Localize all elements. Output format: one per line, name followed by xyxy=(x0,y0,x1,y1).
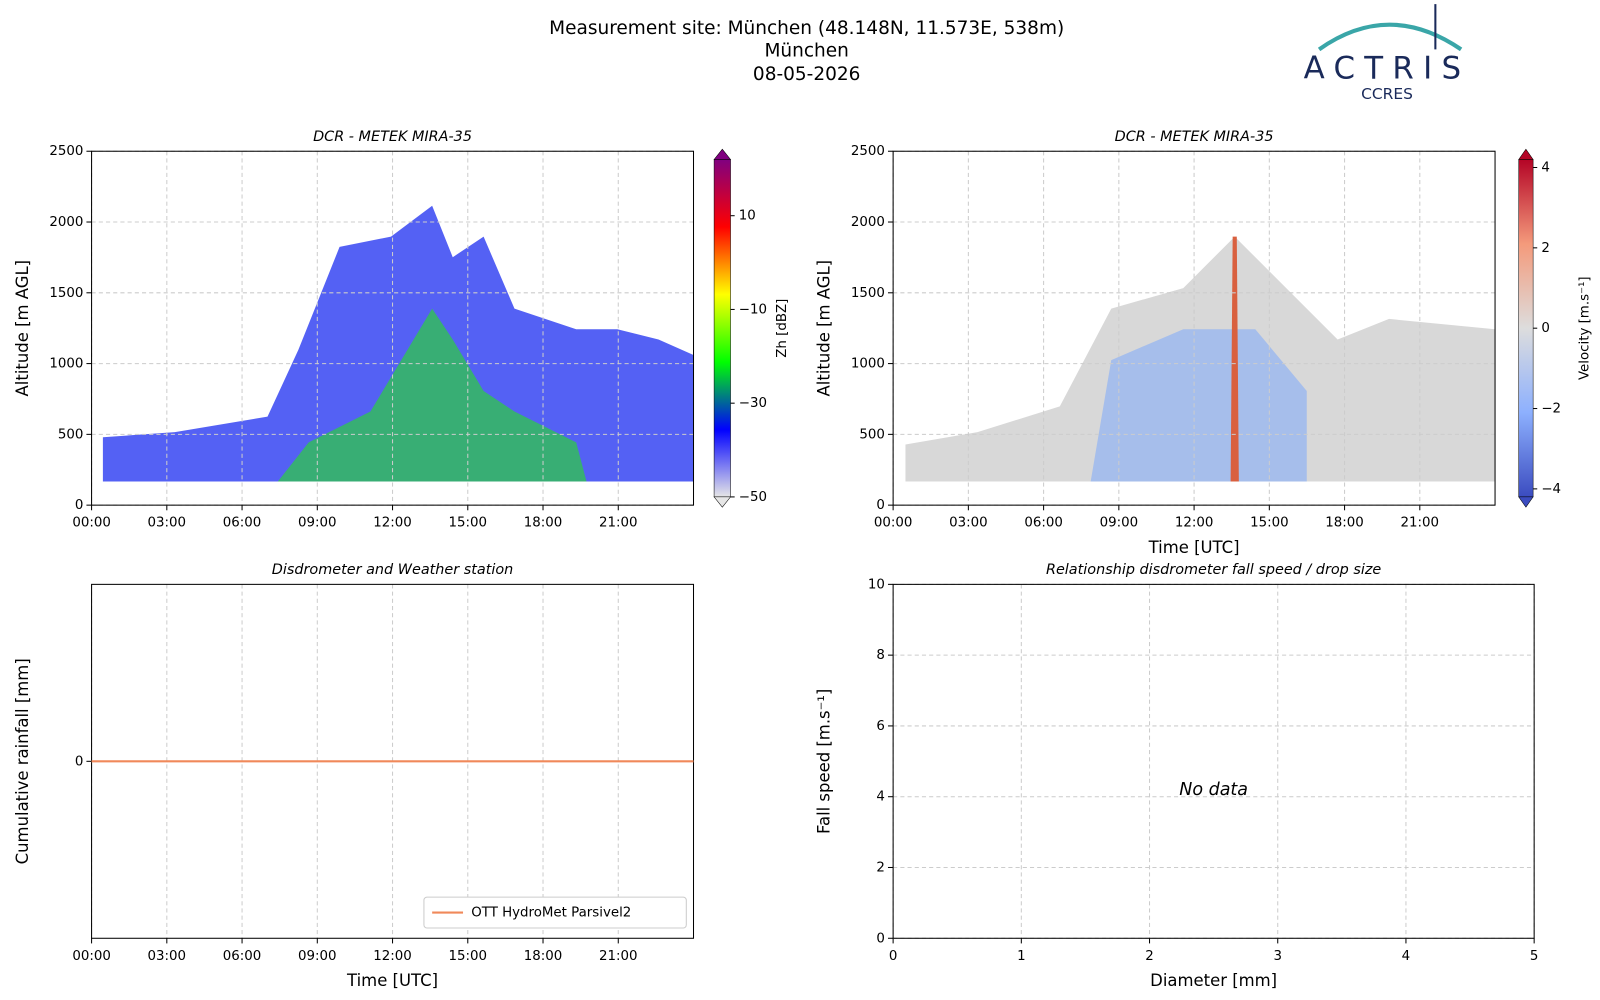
plot-title: Disdrometer and Weather station xyxy=(272,562,513,578)
y-tick-label: 2500 xyxy=(851,144,885,159)
logo: ACTRIS CCRES xyxy=(1304,4,1471,103)
y-tick-label: 6 xyxy=(876,719,885,734)
colorbar-tick-label: 0 xyxy=(1541,321,1550,336)
x-tick-label: 0 xyxy=(889,949,898,964)
radar-echo-decoration xyxy=(102,205,1496,482)
y-tick-label: 0 xyxy=(876,931,885,946)
colorbar-label: Zh [dBZ] xyxy=(775,299,790,358)
colorbar-extend xyxy=(713,148,732,160)
colorbar-tick-label: −4 xyxy=(1541,482,1561,497)
x-tick-label: 18:00 xyxy=(1325,516,1364,531)
y-tick-label: 1500 xyxy=(49,286,83,301)
y-tick-label: 8 xyxy=(876,648,885,663)
echo-area xyxy=(277,308,587,482)
colorbar-tick-label: 4 xyxy=(1541,160,1550,175)
figure-title: Measurement site: München (48.148N, 11.5… xyxy=(549,18,1064,39)
x-tick-label: 15:00 xyxy=(449,949,488,964)
x-tick-label: 4 xyxy=(1402,949,1411,964)
y-axis-label: Fall speed [m.s⁻¹] xyxy=(815,689,834,834)
y-tick-label: 2500 xyxy=(49,144,83,159)
x-tick-label: 18:00 xyxy=(524,516,563,531)
y-tick-label: 1000 xyxy=(851,357,885,372)
x-tick-label: 09:00 xyxy=(298,516,337,531)
plot-frame xyxy=(892,150,1496,506)
x-tick-label: 15:00 xyxy=(449,516,488,531)
colorbar-extend xyxy=(1518,496,1534,508)
x-tick-label: 12:00 xyxy=(1175,516,1214,531)
y-tick-label: 2 xyxy=(876,860,885,875)
x-tick-label: 06:00 xyxy=(1024,516,1063,531)
x-tick-label: 1 xyxy=(1017,949,1026,964)
colorbar xyxy=(1518,159,1534,498)
y-tick-label: 10 xyxy=(868,577,885,592)
x-tick-label: 2 xyxy=(1145,949,1154,964)
y-tick-label: 1500 xyxy=(851,286,885,301)
x-tick-label: 09:00 xyxy=(1100,516,1139,531)
y-tick-label: 0 xyxy=(876,498,885,513)
colorbar-extend xyxy=(1518,148,1534,160)
plot-title: DCR - METEK MIRA-35 xyxy=(313,129,472,145)
x-tick-label: 06:00 xyxy=(223,949,262,964)
colorbar-tick-label: 2 xyxy=(1541,241,1550,256)
colorbar-tick-label: −2 xyxy=(1541,402,1561,417)
y-tick-label: 0 xyxy=(75,498,84,513)
y-tick-label: 4 xyxy=(876,790,885,805)
x-tick-label: 12:00 xyxy=(373,949,412,964)
x-tick-label: 21:00 xyxy=(599,949,638,964)
x-tick-label: 03:00 xyxy=(148,516,187,531)
plot-title: DCR - METEK MIRA-35 xyxy=(1115,129,1274,145)
x-tick-label: 00:00 xyxy=(72,516,111,531)
plot-area xyxy=(893,584,1535,939)
colorbar-extend xyxy=(713,496,732,508)
x-tick-label: 21:00 xyxy=(599,516,638,531)
plot-title: Relationship disdrometer fall speed / dr… xyxy=(1046,562,1381,578)
x-axis-label: Diameter [mm] xyxy=(1150,971,1277,990)
y-tick-label: 1000 xyxy=(49,357,83,372)
colorbar-tick-label: −10 xyxy=(739,302,767,317)
x-tick-label: 5 xyxy=(1530,949,1539,964)
x-tick-label: 21:00 xyxy=(1401,516,1440,531)
colorbar xyxy=(713,159,731,498)
figure-date: 08-05-2026 xyxy=(753,64,861,85)
logo-text: ACTRIS xyxy=(1304,50,1471,86)
logo-arc xyxy=(1317,22,1463,52)
y-axis-label: Cumulative rainfall [mm] xyxy=(13,658,32,864)
x-tick-label: 03:00 xyxy=(949,516,988,531)
legend-label: OTT HydroMet Parsivel2 xyxy=(471,906,631,921)
x-tick-label: 06:00 xyxy=(223,516,262,531)
y-axis-label: Altitude [m AGL] xyxy=(13,260,32,397)
x-tick-label: 09:00 xyxy=(298,949,337,964)
x-tick-label: 15:00 xyxy=(1250,516,1289,531)
legend-box xyxy=(423,896,687,929)
x-tick-label: 00:00 xyxy=(874,516,913,531)
x-tick-label: 12:00 xyxy=(373,516,412,531)
colorbar-tick-label: 10 xyxy=(739,209,756,224)
y-tick-label: 0 xyxy=(75,754,84,769)
echo-area xyxy=(1230,236,1239,482)
y-tick-label: 500 xyxy=(859,427,885,442)
annotation: No data xyxy=(1179,780,1248,800)
x-tick-label: 03:00 xyxy=(148,949,187,964)
echo-area xyxy=(1090,329,1307,482)
x-axis-label: Time [UTC] xyxy=(1148,538,1240,557)
colorbar-tick-label: −50 xyxy=(739,490,767,505)
logo-subtext: CCRES xyxy=(1361,85,1413,103)
x-tick-label: 18:00 xyxy=(524,949,563,964)
plot-frame xyxy=(892,583,1535,939)
y-tick-label: 500 xyxy=(58,427,84,442)
plot-frame xyxy=(91,150,695,506)
y-tick-label: 2000 xyxy=(49,215,83,230)
x-axis-label: Time [UTC] xyxy=(346,971,438,990)
x-tick-label: 3 xyxy=(1273,949,1282,964)
echo-area xyxy=(102,205,694,482)
x-tick-label: 00:00 xyxy=(72,949,111,964)
figure-subtitle: München xyxy=(764,40,848,61)
y-tick-label: 2000 xyxy=(851,215,885,230)
colorbar-tick-label: −30 xyxy=(739,396,767,411)
y-axis-label: Altitude [m AGL] xyxy=(815,260,834,397)
colorbar-label: Velocity [m.s⁻¹] xyxy=(1578,276,1593,380)
